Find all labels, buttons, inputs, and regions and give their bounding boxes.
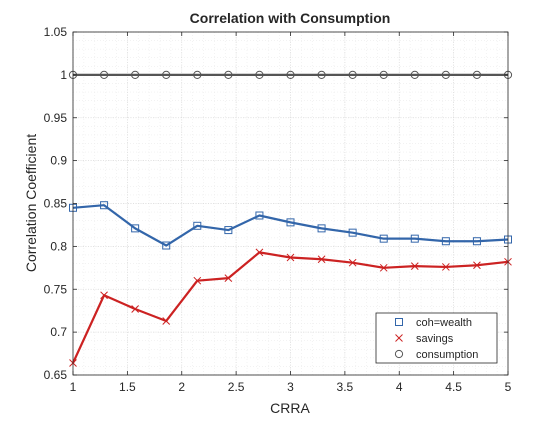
legend-marker-savings (395, 334, 403, 342)
y-axis-label: Correlation Coefficient (23, 134, 39, 272)
data-point-savings (162, 317, 171, 325)
legend-marker (395, 318, 403, 326)
x-tick-label: 3.5 (337, 380, 354, 394)
y-tick-label: 0.95 (44, 111, 68, 125)
data-point-savings (193, 276, 202, 285)
data-point-savings (410, 262, 419, 270)
data-point-coh-wealth (348, 228, 357, 237)
data-point-coh-wealth (286, 218, 295, 227)
marker-stroke (286, 253, 295, 262)
x-tick-label: 4 (396, 380, 403, 394)
series-layer (68, 70, 513, 367)
ticks: 1 1.5 2 2.5 3 3.5 4 4.5 5 0.65 0.7 0.75 0.8 0.85 0.9 0.… (44, 25, 512, 394)
data-point-coh-wealth (100, 201, 109, 210)
legend-marker-coh-wealth (395, 318, 403, 326)
data-point-coh-wealth (131, 224, 140, 233)
legend-label-coh-wealth: coh=wealth (416, 317, 472, 329)
data-point-savings (286, 253, 295, 262)
data-point-savings (317, 255, 326, 264)
chart-title: Correlation with Consumption (190, 10, 391, 26)
data-point-coh-wealth (317, 224, 326, 233)
data-point-consumption (224, 70, 233, 79)
y-tick-label: 0.8 (50, 239, 67, 253)
x-tick-label: 1.5 (119, 380, 136, 394)
data-point-consumption (410, 70, 419, 79)
x-tick-label: 2.5 (228, 380, 245, 394)
marker-stroke (395, 334, 403, 342)
x-tick-label: 5 (505, 380, 512, 394)
data-point-coh-wealth (410, 234, 419, 243)
data-point-consumption (441, 70, 450, 79)
x-tick-label: 2 (178, 380, 185, 394)
data-point-savings (131, 305, 139, 313)
series-coh-wealth (69, 201, 512, 250)
data-point-coh-wealth (224, 226, 233, 235)
x-tick-label: 1 (70, 380, 77, 394)
data-point-savings (348, 258, 357, 267)
data-point-savings (473, 261, 481, 270)
legend-box (375, 312, 498, 364)
y-tick-label: 0.75 (44, 282, 68, 296)
data-point-consumption (348, 70, 357, 79)
data-point-coh-wealth (162, 241, 171, 250)
data-point-consumption (317, 70, 326, 79)
data-point-consumption (99, 70, 109, 79)
marker-stroke (100, 291, 108, 300)
y-tick-label: 1.05 (44, 25, 68, 39)
data-point-coh-wealth (379, 234, 388, 243)
data-point-consumption (286, 70, 295, 79)
marker-stroke (317, 255, 326, 264)
data-point-consumption (131, 70, 140, 79)
data-point-coh-wealth (441, 237, 450, 246)
data-point-consumption (255, 70, 264, 79)
data-point-coh-wealth (193, 221, 202, 230)
marker-stroke (473, 261, 481, 270)
y-tick-label: 0.7 (50, 325, 67, 339)
y-tick-label: 0.9 (50, 154, 67, 168)
y-tick-label: 1 (60, 68, 67, 82)
legend-label-consumption: consumption (416, 349, 478, 361)
data-point-savings (224, 274, 233, 282)
data-point-consumption (472, 70, 482, 79)
legend-marker (394, 349, 404, 359)
x-tick-label: 4.5 (445, 380, 462, 394)
series-savings (69, 248, 512, 367)
marker-stroke (442, 263, 450, 271)
data-point-savings (100, 291, 108, 300)
series-consumption (68, 70, 513, 79)
data-point-savings (379, 263, 388, 272)
x-tick-label: 3 (287, 380, 294, 394)
legend-marker-consumption (394, 349, 404, 359)
data-point-coh-wealth (472, 237, 481, 246)
marker-stroke (131, 305, 139, 313)
y-tick-label: 0.65 (44, 368, 68, 382)
marker-stroke (224, 274, 233, 282)
data-point-consumption (379, 70, 388, 79)
y-tick-label: 0.85 (44, 197, 68, 211)
marker-stroke (255, 248, 264, 257)
data-point-coh-wealth (255, 211, 264, 220)
marker-stroke (162, 317, 171, 325)
data-point-savings (255, 248, 264, 257)
data-point-savings (442, 263, 450, 271)
x-axis-label: CRRA (270, 400, 310, 416)
legend-label-savings: savings (416, 333, 454, 345)
legend: coh=wealth savings consumption (375, 312, 498, 364)
legend-marker (395, 334, 403, 342)
data-point-consumption (162, 70, 171, 79)
marker-stroke (410, 262, 419, 270)
series-line-coh-wealth (72, 204, 509, 247)
marker-stroke (193, 276, 202, 285)
marker-stroke (348, 258, 357, 267)
marker-stroke (379, 263, 388, 272)
data-point-consumption (193, 70, 202, 79)
